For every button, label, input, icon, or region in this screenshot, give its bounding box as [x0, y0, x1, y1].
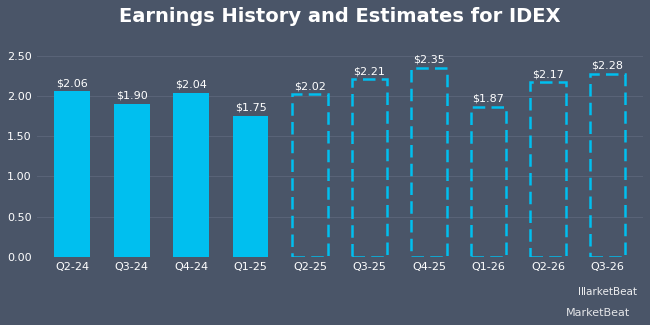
Title: Earnings History and Estimates for IDEX: Earnings History and Estimates for IDEX [119, 7, 560, 26]
Bar [55, 91, 90, 257]
Text: $2.17: $2.17 [532, 69, 564, 79]
Text: $1.90: $1.90 [116, 91, 148, 101]
Bar [233, 116, 268, 257]
Bar [292, 95, 328, 257]
Text: $2.06: $2.06 [57, 78, 88, 88]
Bar [411, 68, 447, 257]
Text: $1.87: $1.87 [473, 93, 504, 103]
Bar [530, 83, 566, 257]
Bar [590, 73, 625, 257]
Text: $2.21: $2.21 [354, 66, 385, 76]
Text: ⅠⅡarketBeat: ⅠⅡarketBeat [578, 287, 637, 296]
Bar [352, 79, 387, 257]
Text: MarketBeat: MarketBeat [566, 308, 630, 318]
Text: $2.35: $2.35 [413, 55, 445, 65]
Text: $2.28: $2.28 [592, 60, 623, 71]
Text: $1.75: $1.75 [235, 103, 266, 113]
Text: $2.04: $2.04 [176, 80, 207, 90]
Bar [174, 93, 209, 257]
Bar [471, 107, 506, 257]
Bar [114, 104, 150, 257]
Text: $2.02: $2.02 [294, 81, 326, 91]
